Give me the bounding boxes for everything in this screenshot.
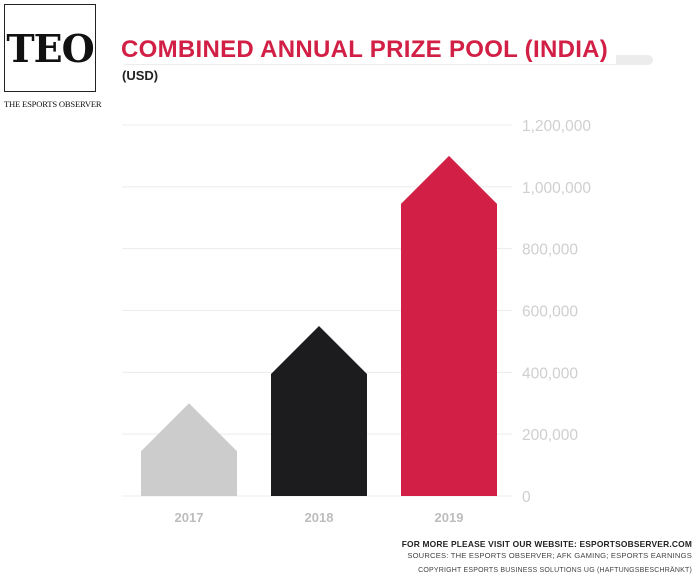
logo-subtitle: THE ESPORTS OBSERVER: [4, 99, 102, 109]
y-axis-ticks: 0 200,000 400,000 600,000 800,000 1,000,000 1,…: [522, 118, 591, 506]
y-tick-label: 1,000,000: [522, 180, 591, 197]
footer-sources: SOURCES: THE ESPORTS OBSERVER; AFK GAMIN…: [407, 551, 692, 560]
bar-2018: [271, 325, 367, 496]
logo-box: TEO: [4, 4, 96, 92]
logo-mark: TEO: [6, 25, 94, 71]
y-tick-label: 600,000: [522, 304, 578, 321]
chart-title: COMBINED ANNUAL PRIZE POOL (INDIA): [121, 36, 617, 64]
teo-logo: TEO THE ESPORTS OBSERVER: [4, 4, 102, 109]
x-tick-label: 2018: [305, 510, 334, 525]
x-tick-label: 2019: [435, 510, 464, 525]
y-tick-label: 200,000: [522, 427, 578, 444]
y-tick-label: 0: [522, 489, 531, 506]
y-tick-label: 1,200,000: [522, 118, 591, 135]
x-tick-label: 2017: [175, 510, 204, 525]
bars: [141, 155, 497, 496]
chart-subtitle: (USD): [122, 68, 159, 83]
bar-2019: [401, 155, 497, 496]
footer-copyright: COPYRIGHT ESPORTS BUSINESS SOLUTIONS UG …: [418, 567, 692, 574]
footer-website: FOR MORE PLEASE VISIT OUR WEBSITE: ESPOR…: [401, 539, 692, 549]
y-tick-label: 400,000: [522, 365, 578, 382]
y-tick-label: 800,000: [522, 242, 578, 259]
x-axis-ticks: 2017 2018 2019: [175, 510, 464, 525]
bar-2017: [141, 403, 237, 496]
